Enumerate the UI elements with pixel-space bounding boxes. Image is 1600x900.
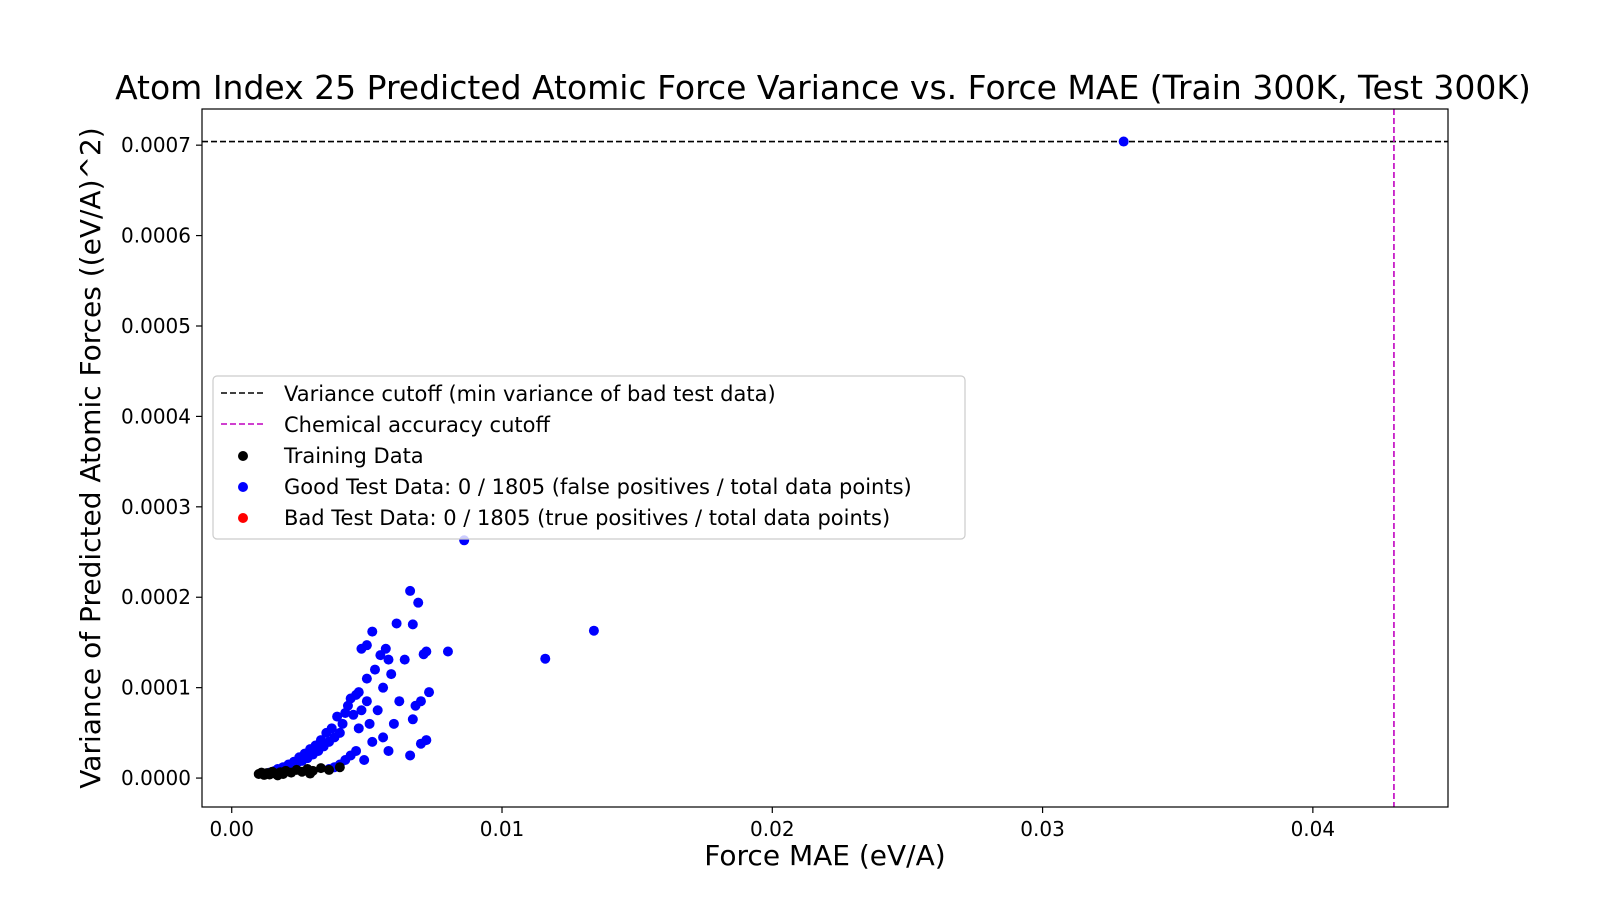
- y-tick-label: 0.0001: [121, 676, 191, 700]
- x-tick-label: 0.02: [750, 817, 795, 841]
- legend: Variance cutoff (min variance of bad tes…: [212, 375, 966, 540]
- reference-lines: [202, 109, 1448, 807]
- legend-good-test-data-label: Good Test Data: 0 / 1805 (false positive…: [284, 475, 912, 499]
- good-test-data-point: [383, 745, 394, 756]
- plot-area-frame: [201, 108, 1449, 808]
- good-test-data-point: [442, 646, 453, 657]
- training-data-point: [334, 762, 345, 773]
- legend-item-chemical-accuracy-cutoff: Chemical accuracy cutoff: [221, 413, 550, 437]
- good-test-data-point: [340, 707, 351, 718]
- good-test-data-point: [364, 718, 375, 729]
- good-test-data-point: [418, 649, 429, 660]
- legend-item-variance-cutoff: Variance cutoff (min variance of bad tes…: [221, 382, 776, 406]
- good-test-data-point: [348, 709, 359, 720]
- y-tick-label: 0.0002: [121, 585, 191, 609]
- y-tick-label: 0.0000: [121, 766, 191, 790]
- y-tick-label: 0.0006: [121, 224, 191, 248]
- legend-good-test-data-swatch: [238, 482, 248, 492]
- good-test-data-point: [361, 673, 372, 684]
- good-test-data-point: [361, 640, 372, 651]
- good-test-data-point: [424, 687, 435, 698]
- good-test-data-point: [375, 650, 386, 661]
- good-test-data-point: [321, 727, 332, 738]
- good-test-data-point: [407, 714, 418, 725]
- y-tick-label: 0.0005: [121, 314, 191, 338]
- good-test-data-point: [399, 654, 410, 665]
- legend-chemical-accuracy-label: Chemical accuracy cutoff: [284, 413, 550, 437]
- good-test-data-point: [378, 732, 389, 743]
- good-test-data-point: [367, 626, 378, 637]
- y-tick-label: 0.0003: [121, 495, 191, 519]
- legend-bad-test-data-swatch: [238, 513, 248, 523]
- x-axis-ticks: 0.00 0.01 0.02 0.03 0.04: [209, 807, 1335, 841]
- good-test-data-point: [405, 750, 416, 761]
- y-tick-label: 0.0007: [121, 133, 191, 157]
- training-data-point: [315, 763, 326, 774]
- good-test-data-point: [367, 736, 378, 747]
- good-test-data-point: [394, 696, 405, 707]
- x-tick-label: 0.04: [1291, 817, 1336, 841]
- good-test-data-point: [388, 718, 399, 729]
- y-axis-title: Variance of Predicted Atomic Forces ((eV…: [74, 127, 107, 788]
- x-tick-label: 0.03: [1020, 817, 1065, 841]
- x-tick-label: 0.01: [480, 817, 525, 841]
- good-test-data-point: [407, 619, 418, 630]
- legend-variance-cutoff-label: Variance cutoff (min variance of bad tes…: [284, 382, 776, 406]
- good-test-data-point: [410, 700, 421, 711]
- good-test-data-point: [378, 682, 389, 693]
- legend-item-training-data: Training Data: [238, 444, 424, 468]
- good-test-data-point: [1118, 136, 1129, 147]
- scatter-points: [253, 136, 1129, 781]
- chart-title: Atom Index 25 Predicted Atomic Force Var…: [115, 68, 1531, 107]
- good-test-data-point: [415, 738, 426, 749]
- good-test-data-point: [588, 625, 599, 636]
- good-test-data-point: [386, 669, 397, 680]
- x-axis-title: Force MAE (eV/A): [704, 839, 945, 872]
- legend-training-data-swatch: [238, 451, 248, 461]
- good-test-data-point: [540, 653, 551, 664]
- training-data-point: [324, 764, 335, 775]
- good-test-data-point: [351, 689, 362, 700]
- good-test-data-point: [361, 696, 372, 707]
- good-test-data-point: [359, 754, 370, 765]
- legend-bad-test-data-label: Bad Test Data: 0 / 1805 (true positives …: [284, 506, 890, 530]
- legend-frame: [212, 375, 966, 540]
- good-test-data-point: [405, 585, 416, 596]
- y-axis-ticks: 0.0000 0.0001 0.0002 0.0003 0.0004 0.0005 0.00…: [121, 133, 202, 790]
- x-tick-label: 0.00: [209, 817, 254, 841]
- good-test-data-point: [356, 705, 367, 716]
- good-test-data-point: [413, 597, 424, 608]
- training-data-point: [305, 768, 316, 779]
- legend-training-data-label: Training Data: [283, 444, 424, 468]
- good-test-data-point: [372, 705, 383, 716]
- legend-item-bad-test-data: Bad Test Data: 0 / 1805 (true positives …: [238, 506, 890, 530]
- y-tick-label: 0.0004: [121, 404, 191, 428]
- good-test-data-point: [369, 664, 380, 675]
- legend-item-good-test-data: Good Test Data: 0 / 1805 (false positive…: [238, 475, 912, 499]
- good-test-data-point: [332, 711, 343, 722]
- good-test-data-point: [383, 654, 394, 665]
- good-test-data-point: [391, 618, 402, 629]
- good-test-data-point: [353, 723, 364, 734]
- good-test-data-point: [337, 718, 348, 729]
